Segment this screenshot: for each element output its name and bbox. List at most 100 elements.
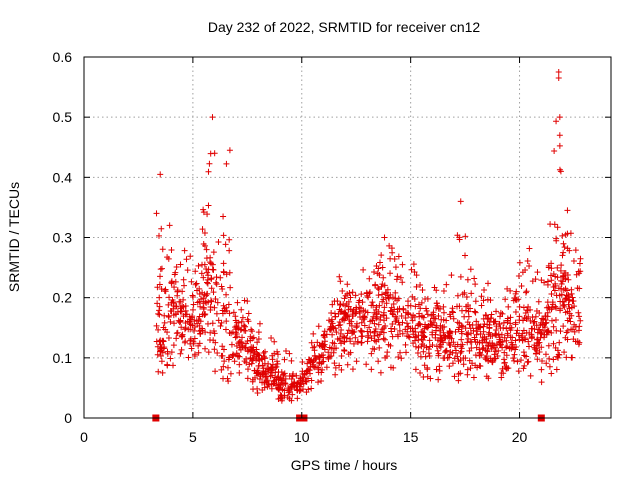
data-point xyxy=(173,263,180,270)
data-point xyxy=(274,360,281,367)
data-point xyxy=(451,355,458,362)
data-point xyxy=(576,339,583,346)
data-point xyxy=(553,118,560,125)
data-point xyxy=(504,317,511,324)
data-point xyxy=(368,350,375,357)
data-point xyxy=(395,333,402,340)
data-point xyxy=(397,349,404,356)
data-point xyxy=(159,246,166,253)
data-point xyxy=(376,344,383,351)
data-point xyxy=(232,313,239,320)
data-point xyxy=(235,319,242,326)
data-point xyxy=(563,354,570,361)
data-point xyxy=(420,329,427,336)
chart-title: Day 232 of 2022, SRMTID for receiver cn1… xyxy=(208,19,481,35)
data-point xyxy=(248,326,255,333)
data-point xyxy=(308,385,315,392)
data-point xyxy=(256,352,263,359)
data-point xyxy=(422,353,429,360)
data-point xyxy=(503,325,510,332)
data-point xyxy=(497,341,504,348)
data-point xyxy=(218,352,225,359)
data-point xyxy=(281,356,288,363)
data-point xyxy=(262,348,269,355)
data-point xyxy=(535,339,542,346)
data-point xyxy=(168,279,175,286)
data-point xyxy=(380,274,387,281)
data-point xyxy=(541,324,548,331)
data-point-peak xyxy=(557,168,564,175)
data-point xyxy=(388,304,395,311)
data-point xyxy=(223,304,230,311)
data-point xyxy=(299,370,306,377)
data-point xyxy=(412,366,419,373)
data-point xyxy=(524,307,531,314)
data-point xyxy=(527,317,534,324)
data-point xyxy=(394,308,401,315)
data-point xyxy=(417,305,424,312)
data-point xyxy=(411,269,418,276)
data-point xyxy=(223,160,230,167)
data-point xyxy=(167,355,174,362)
data-point xyxy=(412,329,419,336)
data-point xyxy=(349,328,356,335)
data-point xyxy=(376,259,383,266)
data-point xyxy=(208,285,215,292)
data-point xyxy=(208,298,215,305)
data-point xyxy=(421,323,428,330)
data-point xyxy=(193,280,200,287)
data-point xyxy=(156,294,163,301)
data-point xyxy=(286,350,293,357)
data-point xyxy=(345,327,352,334)
data-point xyxy=(472,338,479,345)
data-point xyxy=(363,289,370,296)
data-point xyxy=(179,302,186,309)
data-point xyxy=(568,304,575,311)
data-point xyxy=(254,389,261,396)
data-point xyxy=(492,318,499,325)
data-point xyxy=(553,305,560,312)
data-point xyxy=(369,345,376,352)
data-point-peak xyxy=(211,150,218,157)
data-point xyxy=(388,325,395,332)
data-point xyxy=(369,317,376,324)
data-point xyxy=(236,369,243,376)
data-point xyxy=(504,330,511,337)
data-point xyxy=(335,322,342,329)
data-point xyxy=(385,295,392,302)
data-point xyxy=(190,294,197,301)
data-point xyxy=(575,327,582,334)
data-point xyxy=(455,377,462,384)
data-point xyxy=(483,373,490,380)
data-point xyxy=(227,284,234,291)
data-point xyxy=(419,286,426,293)
y-tick-label: 0.6 xyxy=(53,49,73,65)
data-point xyxy=(563,295,570,302)
data-point xyxy=(264,383,271,390)
data-point xyxy=(538,366,545,373)
data-point xyxy=(180,276,187,283)
data-point xyxy=(415,322,422,329)
x-tick-label: 5 xyxy=(189,429,197,445)
data-point xyxy=(181,247,188,254)
data-point xyxy=(203,246,210,253)
data-point xyxy=(248,344,255,351)
data-point xyxy=(524,359,531,366)
data-point xyxy=(499,365,506,372)
data-point xyxy=(220,375,227,382)
data-point xyxy=(537,322,544,329)
data-point xyxy=(341,295,348,302)
data-point xyxy=(553,237,560,244)
data-point xyxy=(410,340,417,347)
data-point xyxy=(286,386,293,393)
data-point xyxy=(455,358,462,365)
data-point xyxy=(158,285,165,292)
data-point xyxy=(559,252,566,259)
data-point-peak xyxy=(226,147,233,154)
data-point xyxy=(441,349,448,356)
data-point xyxy=(282,375,289,382)
data-point xyxy=(458,336,465,343)
data-point xyxy=(436,367,443,374)
data-point xyxy=(154,343,161,350)
